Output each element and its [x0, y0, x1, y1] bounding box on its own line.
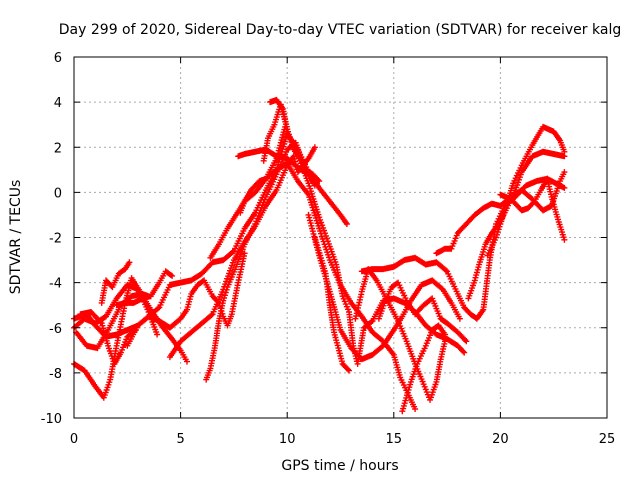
x-tick-label: 15	[386, 432, 403, 447]
series-sat-6	[98, 259, 133, 306]
chart-title: Day 299 of 2020, Sidereal Day-to-day VTE…	[59, 22, 621, 38]
series-sat-24	[497, 175, 568, 243]
y-axis-label: SDTVAR / TECUs	[8, 180, 24, 295]
series-markers	[375, 279, 470, 345]
x-axis-ticks: 0 5 10 15 20 25	[70, 57, 615, 447]
series-sat-7	[113, 268, 176, 309]
series-sat-23	[484, 123, 568, 259]
series-markers	[399, 322, 448, 415]
series-sat-25	[399, 322, 448, 415]
y-tick-label: 6	[54, 51, 62, 66]
y-tick-label: -8	[49, 367, 62, 382]
x-tick-label: 0	[70, 432, 78, 447]
y-tick-label: -4	[49, 277, 62, 292]
series-sat-15	[260, 101, 291, 164]
series-sat-20	[375, 279, 470, 345]
y-tick-label: 4	[54, 96, 62, 111]
x-axis-label: GPS time / hours	[281, 458, 398, 474]
series-sat-11	[207, 160, 419, 412]
y-tick-label: 0	[54, 186, 62, 201]
series-sat-5	[77, 309, 139, 367]
x-tick-label: 20	[492, 432, 509, 447]
series-markers	[497, 175, 568, 243]
series-markers	[113, 268, 176, 309]
y-tick-label: -6	[49, 322, 62, 337]
x-tick-label: 10	[279, 432, 296, 447]
series-markers	[77, 309, 139, 367]
y-tick-label: -2	[49, 232, 62, 247]
series-markers	[311, 234, 352, 374]
y-axis-ticks: -10 -8 -6 -4 -2 0 2 4 6	[41, 51, 607, 427]
series-markers	[98, 259, 133, 306]
y-tick-label: 2	[54, 141, 62, 156]
x-tick-label: 5	[176, 432, 184, 447]
series-markers	[260, 101, 291, 164]
series-markers	[484, 123, 568, 259]
x-tick-label: 25	[599, 432, 616, 447]
series-sat-17	[311, 234, 352, 374]
series-markers	[207, 160, 419, 412]
y-tick-label: -10	[41, 412, 62, 427]
